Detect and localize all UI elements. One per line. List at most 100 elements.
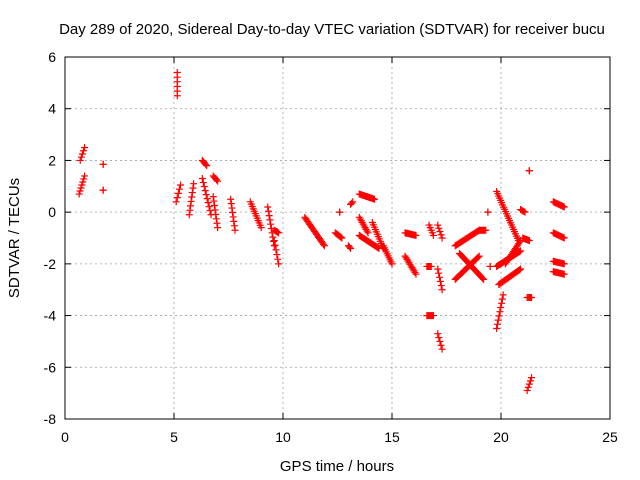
data-point: [79, 178, 87, 186]
data-point: [76, 156, 84, 164]
data-point: [347, 244, 355, 252]
data-point: [190, 180, 198, 188]
data-point: [214, 224, 222, 232]
data-point: [437, 341, 445, 349]
data-point: [560, 203, 568, 211]
data-points: [75, 69, 568, 395]
data-point: [202, 191, 210, 199]
data-point: [205, 203, 213, 211]
data-point: [213, 176, 221, 184]
data-point: [204, 199, 212, 207]
data-point: [435, 334, 443, 342]
data-point: [411, 269, 419, 277]
data-point: [436, 273, 444, 281]
data-point: [498, 295, 506, 303]
data-point: [228, 204, 236, 212]
data-point: [364, 229, 372, 237]
data-point: [266, 216, 274, 224]
data-point: [199, 179, 207, 187]
data-point: [520, 207, 528, 215]
data-point: [271, 241, 279, 249]
data-point: [172, 198, 180, 206]
y-tick-label: 2: [48, 152, 56, 168]
data-point: [270, 237, 278, 245]
data-point: [438, 286, 446, 294]
data-point: [524, 383, 532, 391]
data-point: [493, 320, 501, 328]
plot-frame: [64, 56, 611, 420]
data-point: [185, 211, 193, 219]
data-point: [484, 208, 492, 216]
data-point: [230, 222, 238, 230]
data-point: [437, 231, 445, 239]
data-point: [202, 160, 210, 168]
data-point: [435, 269, 443, 277]
data-point: [560, 260, 568, 268]
grid: [65, 57, 610, 419]
data-point: [496, 308, 504, 316]
data-point: [517, 265, 525, 273]
data-point: [214, 177, 222, 185]
data-point: [210, 197, 218, 205]
data-point: [429, 231, 437, 239]
data-point: [560, 234, 568, 242]
x-tick-label: 10: [275, 429, 291, 445]
data-point: [206, 207, 214, 215]
data-point: [212, 215, 220, 223]
data-point: [275, 260, 283, 268]
x-tick-label: 25: [602, 429, 618, 445]
data-point: [345, 243, 353, 251]
data-point: [212, 210, 220, 218]
data-point: [521, 208, 529, 216]
data-point: [274, 228, 282, 236]
data-point: [203, 195, 211, 203]
data-point: [265, 212, 273, 220]
x-tick-label: 15: [384, 429, 400, 445]
data-point: [231, 226, 239, 234]
data-point: [210, 201, 218, 209]
data-point: [77, 184, 85, 192]
data-point: [526, 377, 534, 385]
data-point: [227, 195, 235, 203]
data-point: [269, 233, 277, 241]
y-tick-label: 0: [48, 204, 56, 220]
x-tick-label: 0: [61, 429, 69, 445]
data-point: [438, 234, 446, 242]
data-point: [209, 193, 217, 201]
data-point: [80, 147, 88, 155]
data-point: [560, 270, 568, 278]
data-point: [499, 291, 507, 299]
data-point: [99, 186, 107, 194]
x-tick-label: 20: [493, 429, 509, 445]
data-point: [80, 175, 88, 183]
data-point: [75, 190, 83, 198]
data-point: [348, 199, 356, 207]
data-point: [388, 260, 396, 268]
data-point: [257, 224, 265, 232]
data-point: [434, 221, 442, 229]
data-point: [273, 251, 281, 259]
chart-title: Day 289 of 2020, Sidereal Day-to-day VTE…: [59, 21, 605, 38]
x-tick-label: 5: [170, 429, 178, 445]
data-point: [320, 242, 328, 250]
data-point: [436, 277, 444, 285]
data-point: [275, 229, 283, 237]
data-point: [525, 237, 533, 245]
data-point: [438, 345, 446, 353]
data-point: [76, 187, 84, 195]
data-point: [99, 160, 107, 168]
data-point: [267, 220, 275, 228]
data-point: [429, 312, 437, 320]
data-point: [319, 240, 327, 248]
data-point: [187, 197, 195, 205]
data-point: [81, 172, 89, 180]
data-point: [495, 312, 503, 320]
data-point: [528, 293, 536, 301]
data-point: [436, 228, 444, 236]
data-point: [229, 209, 237, 217]
y-tick-label: -4: [44, 308, 57, 324]
data-point: [434, 265, 442, 273]
data-point: [363, 227, 371, 235]
data-point: [174, 189, 182, 197]
data-point: [186, 206, 194, 214]
